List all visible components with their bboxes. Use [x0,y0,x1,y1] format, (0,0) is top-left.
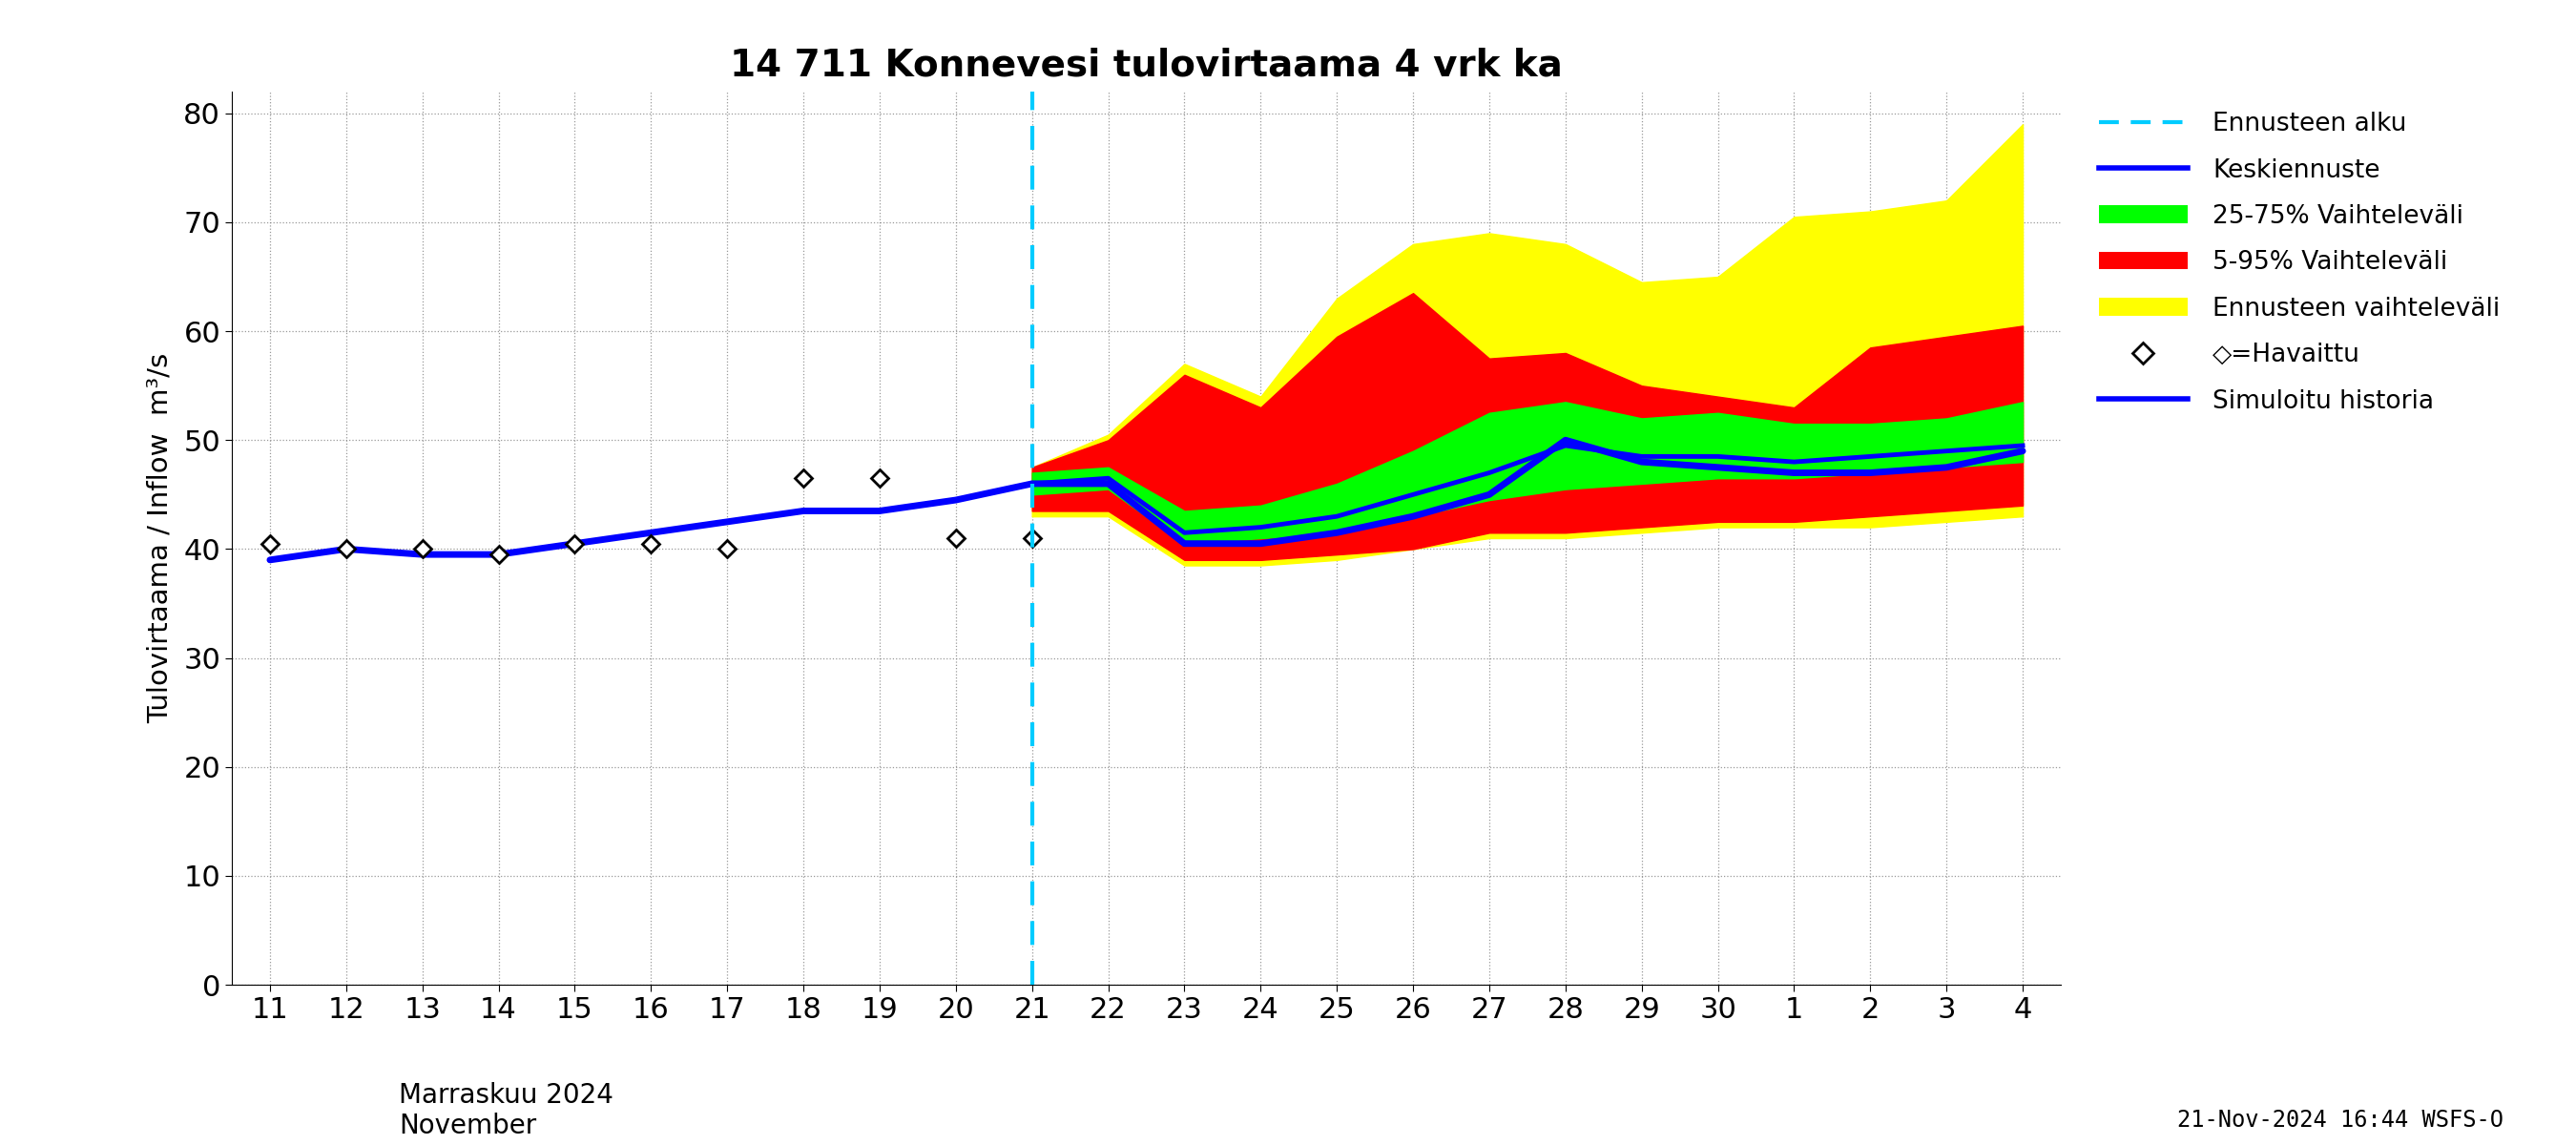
Text: Marraskuu 2024
November: Marraskuu 2024 November [399,1082,613,1139]
Title: 14 711 Konnevesi tulovirtaama 4 vrk ka: 14 711 Konnevesi tulovirtaama 4 vrk ka [729,47,1564,84]
Text: 21-Nov-2024 16:44 WSFS-O: 21-Nov-2024 16:44 WSFS-O [2177,1108,2504,1131]
Legend: Ennusteen alku, Keskiennuste, 25-75% Vaihteleväli, 5-95% Vaihteleväli, Ennusteen: Ennusteen alku, Keskiennuste, 25-75% Vai… [2092,104,2506,421]
Y-axis label: Tulovirtaama / Inflow  m³/s: Tulovirtaama / Inflow m³/s [147,353,173,724]
